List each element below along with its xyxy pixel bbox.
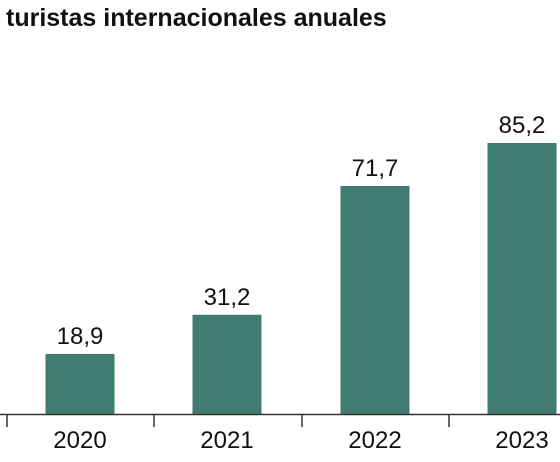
bar-value-label-2023: 85,2	[499, 112, 546, 139]
bar-value-label-2021: 31,2	[204, 284, 251, 311]
bar-value-label-2022: 71,7	[352, 155, 399, 182]
chart-title: turistas internacionales anuales	[6, 4, 387, 32]
x-tick-label-2021: 2021	[200, 427, 253, 454]
bar-2022	[340, 185, 410, 414]
bar-2021	[192, 314, 262, 414]
bar-value-label-2020: 18,9	[57, 323, 104, 350]
bar-2020	[45, 353, 115, 414]
x-tick-label-2022: 2022	[348, 427, 401, 454]
x-tick-label-2020: 2020	[53, 427, 106, 454]
x-tick-label-2023: 2023	[495, 427, 548, 454]
bar-2023	[487, 143, 557, 414]
